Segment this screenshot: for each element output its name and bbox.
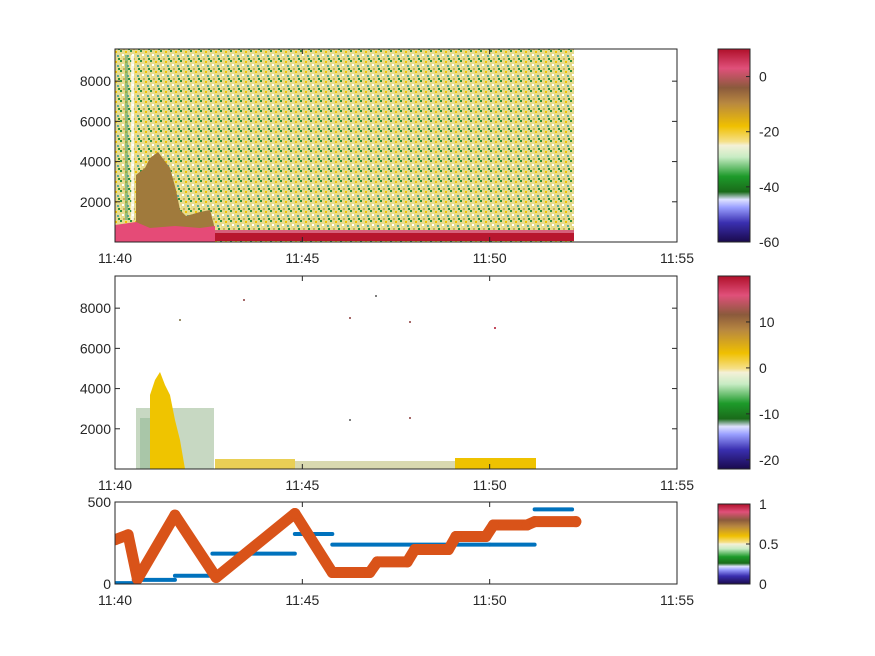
panel-1-stripe-1 (125, 55, 128, 220)
panel-2-speck-3 (349, 317, 351, 319)
series-2-point (450, 530, 462, 542)
x-tick-label: 11:45 (285, 477, 319, 493)
series-2-point (487, 519, 499, 531)
y-tick-label: 8000 (80, 73, 111, 89)
panel-1-noise-field (115, 49, 574, 242)
panel-2-plume-shade (140, 418, 150, 469)
x-tick-label: 11:55 (660, 592, 694, 608)
panel-1-surface-band-edge (215, 230, 574, 233)
colorbar-tick-label: 0 (759, 69, 767, 85)
x-tick-label: 11:55 (660, 250, 694, 266)
x-tick-label: 11:45 (285, 250, 319, 266)
panel-2-image (136, 295, 536, 469)
panel-3-axes (114, 501, 678, 585)
panel-2-speck-6 (375, 295, 377, 297)
series-2-point (210, 571, 222, 583)
panel-2: 11:40 11:45 11:50 11:55 2000 4000 6000 8000 10… (80, 275, 779, 493)
y-tick-label: 2000 (80, 421, 111, 437)
colorbar-tick-label: 0 (759, 576, 767, 592)
colorbar-tick-label: -40 (759, 179, 779, 195)
y-tick-label: 500 (88, 494, 112, 510)
panel-1-colorbar-ticks: 0 -20 -40 -60 (746, 69, 779, 250)
panel-3-x-axis: 11:40 11:45 11:50 11:55 (98, 502, 694, 608)
panel-2-speck-8 (349, 419, 351, 421)
series-2-point (401, 556, 413, 568)
colorbar-tick-label: 10 (759, 314, 775, 330)
panel-1-stripe-2 (131, 55, 134, 220)
series-2-point (364, 567, 376, 579)
panel-2-y-axis: 2000 4000 6000 8000 (80, 300, 677, 437)
y-tick-label: 6000 (80, 340, 111, 356)
panel-1-x-axis: 11:40 11:45 11:50 11:55 (98, 49, 694, 266)
colorbar-tick-label: -10 (759, 406, 779, 422)
panel-2-plume (150, 372, 185, 469)
colorbar-tick-label: -60 (759, 234, 779, 250)
colorbar-tick-label: 1 (759, 496, 767, 512)
panel-1-surface-band (215, 232, 574, 241)
colorbar-tick-label: 0 (759, 360, 767, 376)
panel-2-x-axis: 11:40 11:45 11:50 11:55 (98, 276, 694, 493)
colorbar-tick-label: -20 (759, 452, 779, 468)
colorbar-tick-label: -20 (759, 124, 779, 140)
panel-2-surface-band-3 (455, 458, 536, 469)
panel-1-plume (136, 152, 214, 242)
series-2-point (131, 573, 143, 584)
series-2-point (122, 529, 134, 541)
series-2-point (289, 507, 301, 519)
panel-2-speck-4 (409, 321, 411, 323)
series-2-point (409, 544, 421, 556)
x-tick-label: 11:55 (660, 477, 694, 493)
y-tick-label: 6000 (80, 113, 111, 129)
panel-1-image (115, 49, 574, 242)
x-tick-label: 11:40 (98, 592, 132, 608)
series-2-point (326, 567, 338, 579)
series-2-point (480, 530, 492, 542)
panel-3-plot-area (115, 507, 582, 584)
panel-3-colorbar (717, 503, 751, 585)
panel-2-speck-1 (179, 319, 181, 321)
colorbar-tick-label: 0.5 (759, 536, 779, 552)
panel-3-y-axis: 0 500 (88, 494, 677, 592)
panel-2-speck-5 (494, 327, 496, 329)
panel-2-axes (114, 275, 678, 470)
panel-2-speck-7 (409, 417, 411, 419)
x-tick-label: 11:50 (473, 477, 507, 493)
panel-2-speck-2 (243, 299, 245, 301)
panel-1-axes (114, 48, 678, 243)
y-tick-label: 4000 (80, 154, 111, 170)
x-tick-label: 11:45 (285, 592, 319, 608)
panel-2-surface-band-1 (215, 459, 295, 469)
series-2-point (371, 556, 383, 568)
x-tick-label: 11:40 (98, 477, 132, 493)
y-tick-label: 2000 (80, 194, 111, 210)
series-2-point (442, 544, 454, 556)
panel-1: 11:40 11:45 11:50 11:55 2000 4000 6000 8000 0 -… (80, 48, 779, 266)
panel-2-colorbar (717, 275, 751, 470)
series-2-point (570, 516, 582, 528)
y-tick-label: 8000 (80, 300, 111, 316)
y-tick-label: 4000 (80, 381, 111, 397)
series-2-point (529, 516, 541, 528)
series-2-point (169, 509, 181, 521)
panel-1-y-axis: 2000 4000 6000 8000 (80, 73, 677, 210)
panel-2-surface-band-2 (295, 461, 455, 469)
panel-1-low-layer (115, 222, 215, 242)
x-tick-label: 11:50 (473, 250, 507, 266)
panel-2-colorbar-ticks: 10 0 -10 -20 (746, 314, 779, 468)
x-tick-label: 11:40 (98, 250, 132, 266)
series-2-line (115, 507, 582, 584)
panel-3-colorbar-ticks: 10.50 (746, 496, 779, 592)
panel-1-colorbar (717, 48, 751, 243)
series-2-point (115, 534, 121, 546)
x-tick-label: 11:50 (473, 592, 507, 608)
y-tick-label: 0 (103, 576, 111, 592)
